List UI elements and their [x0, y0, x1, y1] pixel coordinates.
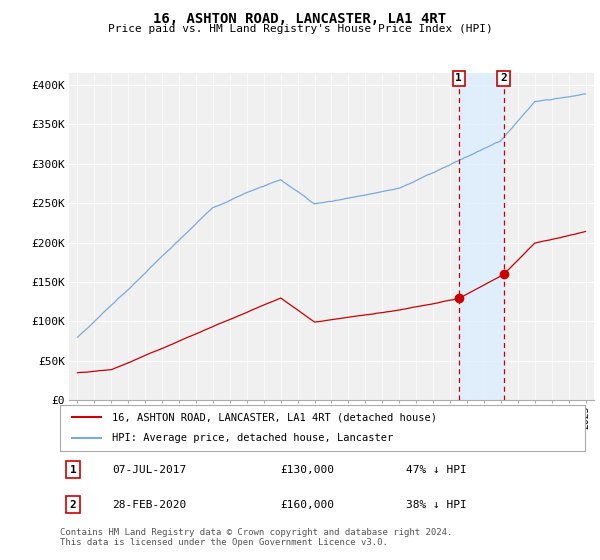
Text: 2: 2 [500, 73, 507, 83]
Text: Price paid vs. HM Land Registry's House Price Index (HPI): Price paid vs. HM Land Registry's House … [107, 24, 493, 34]
Text: 2: 2 [70, 500, 77, 510]
Text: 16, ASHTON ROAD, LANCASTER, LA1 4RT (detached house): 16, ASHTON ROAD, LANCASTER, LA1 4RT (det… [113, 412, 437, 422]
Text: £160,000: £160,000 [281, 500, 335, 510]
Text: HPI: Average price, detached house, Lancaster: HPI: Average price, detached house, Lanc… [113, 433, 394, 444]
Text: 38% ↓ HPI: 38% ↓ HPI [407, 500, 467, 510]
Text: 1: 1 [70, 465, 77, 475]
Text: 16, ASHTON ROAD, LANCASTER, LA1 4RT: 16, ASHTON ROAD, LANCASTER, LA1 4RT [154, 12, 446, 26]
Text: 07-JUL-2017: 07-JUL-2017 [113, 465, 187, 475]
Text: 47% ↓ HPI: 47% ↓ HPI [407, 465, 467, 475]
Bar [459, 73, 503, 400]
Text: £130,000: £130,000 [281, 465, 335, 475]
Text: Contains HM Land Registry data © Crown copyright and database right 2024.
This d: Contains HM Land Registry data © Crown c… [60, 528, 452, 547]
Text: 28-FEB-2020: 28-FEB-2020 [113, 500, 187, 510]
Text: 1: 1 [455, 73, 462, 83]
